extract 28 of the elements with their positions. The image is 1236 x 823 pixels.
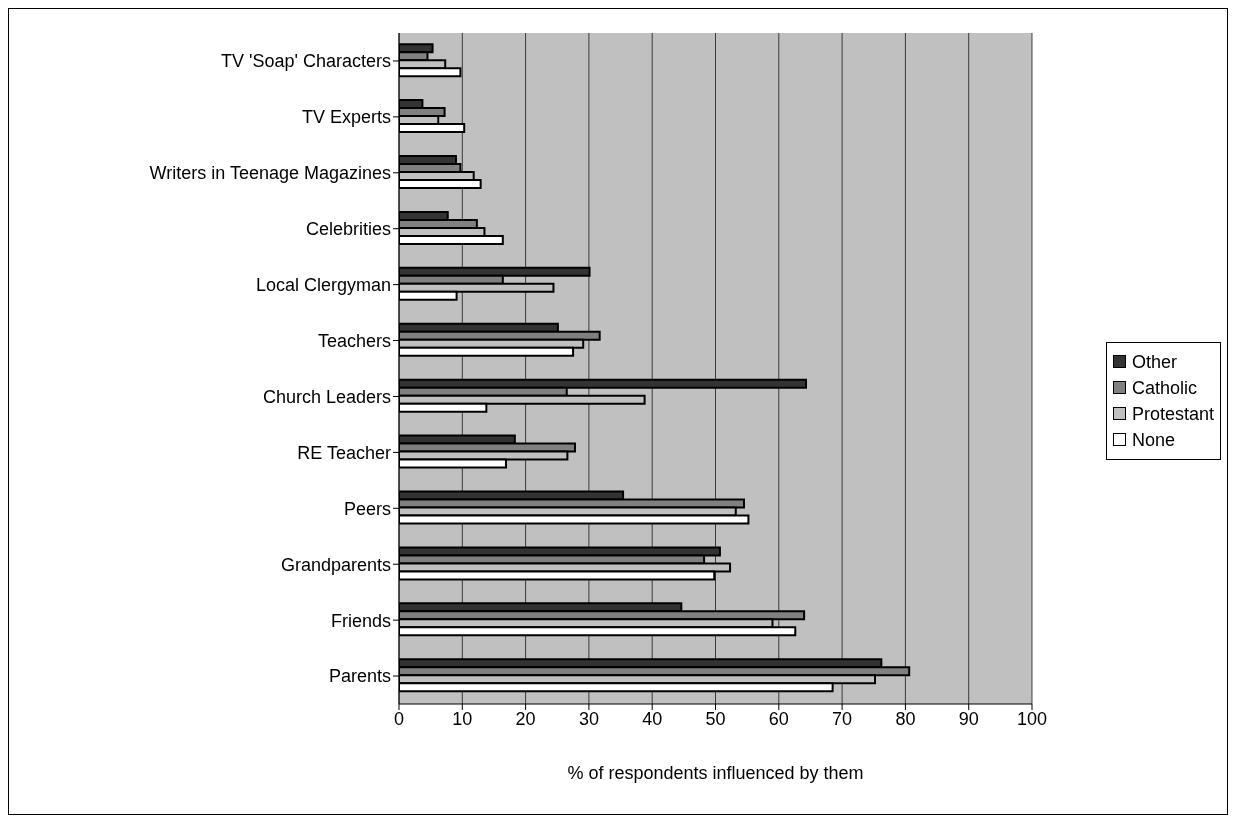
- x-tick-label: 70: [832, 708, 853, 729]
- y-tick-label: Local Clergyman: [255, 275, 391, 296]
- legend-label: Protestant: [1131, 402, 1214, 426]
- y-tick-label: Friends: [330, 610, 391, 631]
- x-tick-label: 100: [1016, 708, 1048, 729]
- x-tick-label: 80: [895, 708, 916, 729]
- y-tick-label: Writers in Teenage Magazines: [149, 163, 391, 184]
- x-tick-label: 40: [642, 708, 663, 729]
- y-tick-label: Grandparents: [280, 554, 391, 575]
- y-tick-label: TV 'Soap' Characters: [221, 51, 391, 72]
- legend-label: None: [1131, 428, 1175, 452]
- y-tick-label: Teachers: [317, 330, 391, 351]
- x-tick-label: 20: [515, 708, 536, 729]
- y-tick-label: Church Leaders: [262, 386, 391, 407]
- x-tick-label: 50: [705, 708, 726, 729]
- y-tick-label: Peers: [343, 498, 391, 519]
- legend-label: Catholic: [1131, 376, 1197, 400]
- x-tick-label: 60: [768, 708, 789, 729]
- x-axis-title: % of respondents influenced by them: [567, 763, 864, 783]
- y-tick-label: TV Experts: [301, 107, 391, 128]
- y-tick-label: RE Teacher: [297, 442, 391, 463]
- x-tick-label: 30: [578, 708, 599, 729]
- x-tick-label: 0: [393, 708, 405, 729]
- x-tick-label: 10: [452, 708, 473, 729]
- x-tick-label: 90: [958, 708, 979, 729]
- y-tick-label: Parents: [328, 666, 391, 687]
- legend-label: Other: [1131, 350, 1177, 374]
- y-tick-label: Celebrities: [305, 219, 391, 240]
